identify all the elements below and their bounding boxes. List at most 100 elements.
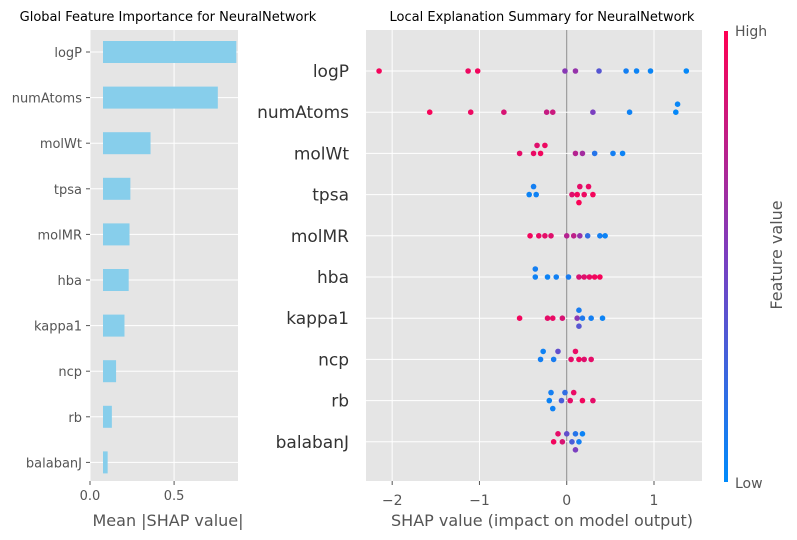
beeswarm-dot [532,266,539,272]
beeswarm-dot [602,233,608,239]
beeswarm-dot [548,389,554,396]
beeswarm-dot [530,183,537,190]
beeswarm-dot [596,68,602,74]
beeswarm-dot [577,183,583,190]
colorbar-low-label: Low [735,476,763,492]
beeswarm-dot [567,397,574,404]
right-x-tick-label: 0 [562,493,571,509]
beeswarm-dot [576,199,582,206]
beeswarm-dot [550,439,557,445]
beeswarm-dot [673,109,679,115]
beeswarm-dot [633,68,640,74]
beeswarm-dot [526,191,532,198]
right-y-tick-label: rb [331,392,349,412]
beeswarm-dot [647,68,654,74]
left-x-ticks: 0.0 0.5 [80,481,185,504]
colorbar-high-label: High [735,24,767,40]
beeswarm-dot [501,109,507,115]
beeswarm-dot [537,150,544,157]
right-y-tick-label: balabanJ [276,433,349,453]
colorbar: High Low Feature value [724,24,786,492]
beeswarm-dot [537,356,544,363]
right-y-tick-labels: logP numAtoms molWt tpsa molMR hba kappa1 ncp rb… [257,62,349,453]
left-y-tick-label: molMR [38,228,82,243]
right-y-tick-label: logP [313,62,349,82]
beeswarm-dot [576,307,582,314]
left-x-tick-label: 0.0 [80,489,101,504]
beeswarm-dot [579,315,586,322]
left-bars [103,41,237,474]
beeswarm-dot [426,109,433,115]
beeswarm-dot [544,315,551,322]
beeswarm-dot [597,233,603,239]
right-x-tick-label: 1 [650,493,659,509]
beeswarm-dot [549,109,556,115]
left-y-tick-label: numAtoms [12,92,83,107]
beeswarm-dot [569,439,575,445]
beeswarm-dot [549,405,556,412]
beeswarm-dot [619,150,626,157]
beeswarm-dot [599,315,606,322]
beeswarm-dot [590,191,596,198]
beeswarm-dot [585,183,592,190]
beeswarm-dot [572,150,579,157]
beeswarm-dot [623,68,629,74]
left-chart-title: Global Feature Importance for NeuralNetw… [20,10,317,25]
beeswarm-dot [576,356,582,363]
beeswarm-dot [683,68,690,74]
left-bar [103,41,237,63]
beeswarm-dot [572,348,579,355]
beeswarm-dot [544,274,551,280]
beeswarm-dot [376,68,382,74]
left-y-tick-labels: logP numAtoms molWt tpsa molMR hba kappa1 ncp rb… [12,46,90,471]
left-bar [103,314,125,337]
beeswarm-dot [576,439,582,445]
right-x-axis-label: SHAP value (impact on model output) [391,511,693,530]
beeswarm-dot [559,315,566,322]
beeswarm-dot [543,109,550,115]
beeswarm-dot [540,348,546,355]
beeswarm-dot [569,191,575,198]
beeswarm-dot [568,356,574,363]
left-y-tick-label: hba [58,274,82,289]
beeswarm-dot [591,150,598,157]
beeswarm-dot [565,274,572,280]
beeswarm-dot [549,315,556,322]
beeswarm-dot [467,109,474,115]
right-x-tick-label: −2 [382,493,403,509]
beeswarm-dot [597,274,603,280]
right-y-tick-label: kappa1 [286,309,349,329]
beeswarm-dot [572,68,579,74]
beeswarm-dot [590,397,596,404]
beeswarm-dot [536,233,542,239]
beeswarm-dot [546,397,553,404]
left-y-tick-label: kappa1 [34,320,82,335]
beeswarm-dot [579,431,586,437]
beeswarm-dot [559,439,566,445]
beeswarm-dot [574,315,580,322]
left-y-tick-label: tpsa [54,183,82,198]
beeswarm-dot [532,274,539,280]
beeswarm-dot [563,431,570,437]
beeswarm-dot [474,68,481,74]
colorbar-gradient [724,31,728,482]
right-beeswarm-dots [376,68,690,453]
beeswarm-dot [548,233,554,239]
left-bar [103,132,151,155]
left-y-tick-label: logP [54,46,82,61]
beeswarm-dot [530,150,537,157]
beeswarm-dot [555,348,561,355]
beeswarm-dot [588,356,594,363]
beeswarm-dot [570,233,577,239]
beeswarm-dot [610,150,616,157]
left-bar [103,360,117,383]
left-bar [103,223,130,246]
beeswarm-dot [516,150,523,157]
left-y-tick-label: balabanJ [26,456,82,471]
beeswarm-dot [572,431,579,437]
left-bar [103,86,218,109]
left-x-tick-label: 0.5 [164,489,185,504]
beeswarm-dot [586,274,593,280]
beeswarm-dot [562,68,568,74]
